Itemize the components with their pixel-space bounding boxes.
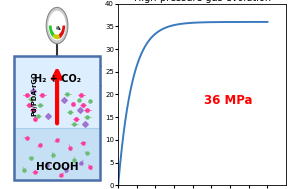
Point [85, 151, 90, 154]
Point [27, 103, 32, 106]
Point [85, 108, 90, 111]
Title: High-pressure gas evolution: High-pressure gas evolution [134, 0, 271, 3]
Point [50, 154, 55, 157]
Point [24, 136, 29, 139]
Point [30, 108, 35, 111]
Point [33, 118, 38, 121]
Point [68, 111, 72, 114]
FancyBboxPatch shape [14, 128, 100, 180]
Text: Pd/PDA-rGO: Pd/PDA-rGO [31, 71, 37, 116]
Point [37, 144, 42, 147]
Point [36, 114, 40, 117]
Text: H₂ + CO₂: H₂ + CO₂ [34, 74, 81, 84]
Point [63, 168, 68, 171]
Point [29, 156, 33, 159]
Point [81, 141, 85, 144]
Y-axis label: Pressure (MPa): Pressure (MPa) [95, 63, 103, 126]
Point [76, 98, 81, 101]
Point [44, 163, 49, 167]
Point [70, 102, 75, 105]
Point [30, 90, 35, 93]
Point [88, 100, 92, 103]
FancyBboxPatch shape [14, 56, 100, 128]
Circle shape [56, 26, 58, 29]
Point [65, 92, 70, 95]
Point [22, 168, 26, 171]
Point [79, 94, 84, 97]
Circle shape [46, 7, 68, 44]
Point [46, 114, 51, 117]
Point [24, 94, 29, 97]
Point [81, 103, 85, 106]
Circle shape [48, 11, 66, 40]
Point [37, 103, 42, 106]
Point [72, 123, 77, 126]
Point [74, 118, 78, 121]
Text: HCOOH: HCOOH [36, 162, 78, 172]
Point [79, 161, 84, 164]
Point [77, 108, 82, 111]
Wedge shape [59, 26, 65, 38]
Point [88, 166, 92, 169]
Wedge shape [49, 26, 54, 37]
Wedge shape [53, 33, 60, 39]
Point [85, 115, 90, 119]
Point [62, 98, 66, 101]
Point [72, 159, 77, 162]
Point [29, 97, 33, 100]
Point [59, 173, 64, 176]
Point [55, 139, 59, 142]
Point [82, 123, 87, 126]
Point [68, 146, 72, 149]
Text: 36 MPa: 36 MPa [204, 94, 253, 107]
Point [33, 171, 38, 174]
Point [40, 94, 45, 97]
